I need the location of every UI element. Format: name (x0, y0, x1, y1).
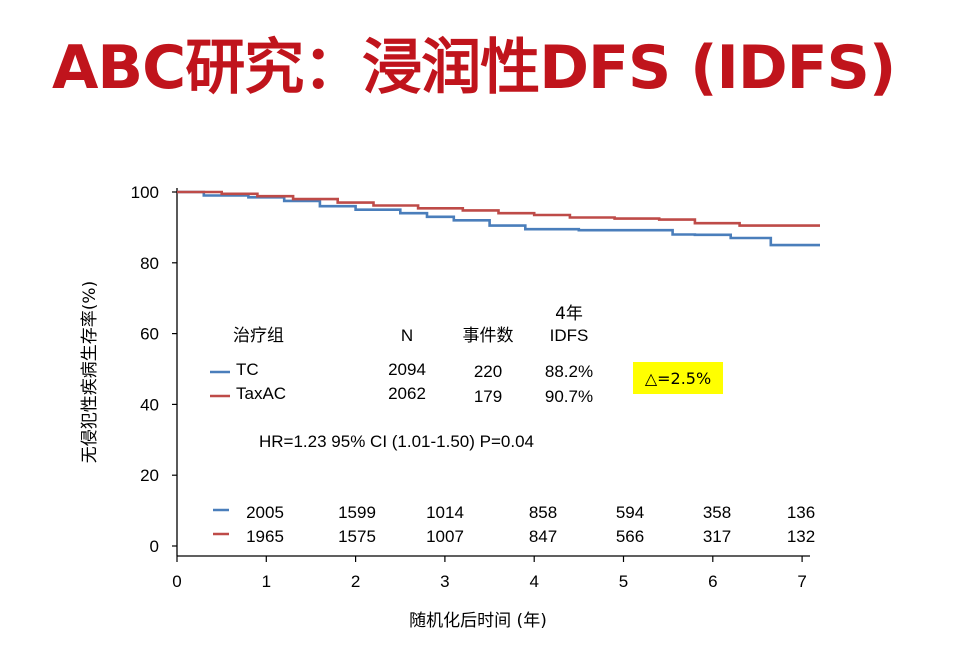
at-risk-taxac-value: 1575 (338, 527, 376, 546)
at-risk-tc-value: 594 (616, 503, 644, 522)
x-tick-label: 5 (619, 572, 628, 591)
at-risk-taxac-value: 317 (703, 527, 731, 546)
x-axis-label: 随机化后时间 (年) (409, 611, 547, 631)
y-tick-label: 20 (140, 466, 159, 485)
y-tick-label: 0 (150, 537, 159, 556)
legend-header-idfs-line2: IDFS (550, 326, 589, 345)
survival-curve-taxac (177, 190, 820, 227)
y-tick-label: 100 (131, 183, 159, 202)
hr-annotation: HR=1.23 95% CI (1.01-1.50) P=0.04 (259, 432, 534, 451)
x-tick-label: 0 (172, 572, 181, 591)
at-risk-tc-value: 1599 (338, 503, 376, 522)
page-title: ABC研究：浸润性DFS (IDFS) (52, 33, 896, 103)
legend-n-tc: 2094 (388, 360, 426, 379)
x-tick-label: 2 (351, 572, 360, 591)
legend-header-n: N (401, 326, 413, 345)
at-risk-taxac-value: 566 (616, 527, 644, 546)
x-tick-label: 6 (708, 572, 717, 591)
at-risk-taxac-value: 847 (529, 527, 557, 546)
survival-curve-tc (177, 190, 820, 247)
legend-label-taxac: TaxAC (236, 384, 286, 403)
legend-idfs-taxac: 90.7% (545, 387, 593, 406)
y-axis-label: 无侵犯性疾病生存率(%) (80, 281, 100, 463)
legend-header-idfs-line1: 4年 (555, 304, 583, 324)
at-risk-tc-value: 858 (529, 503, 557, 522)
x-tick-label: 7 (797, 572, 806, 591)
at-risk-tc-value: 2005 (246, 503, 284, 522)
legend-label-tc: TC (236, 360, 259, 379)
delta-annotation: △=2.5% (645, 369, 711, 388)
delta-highlight-box (633, 362, 723, 394)
legend-header-group: 治疗组 (233, 326, 284, 346)
y-tick-label: 40 (140, 395, 159, 414)
at-risk-taxac-value: 1007 (426, 527, 464, 546)
at-risk-taxac-value: 1965 (246, 527, 284, 546)
at-risk-taxac-value: 132 (787, 527, 815, 546)
y-tick-label: 60 (140, 325, 159, 344)
legend-n-taxac: 2062 (388, 384, 426, 403)
at-risk-tc-value: 358 (703, 503, 731, 522)
legend-events-tc: 220 (474, 362, 502, 381)
x-tick-label: 1 (262, 572, 271, 591)
x-tick-label: 4 (529, 572, 538, 591)
legend-events-taxac: 179 (474, 387, 502, 406)
x-tick-label: 3 (440, 572, 449, 591)
at-risk-tc-value: 1014 (426, 503, 464, 522)
legend-header-events: 事件数 (463, 326, 514, 346)
at-risk-tc-value: 136 (787, 503, 815, 522)
y-tick-label: 80 (140, 254, 159, 273)
legend-idfs-tc: 88.2% (545, 362, 593, 381)
